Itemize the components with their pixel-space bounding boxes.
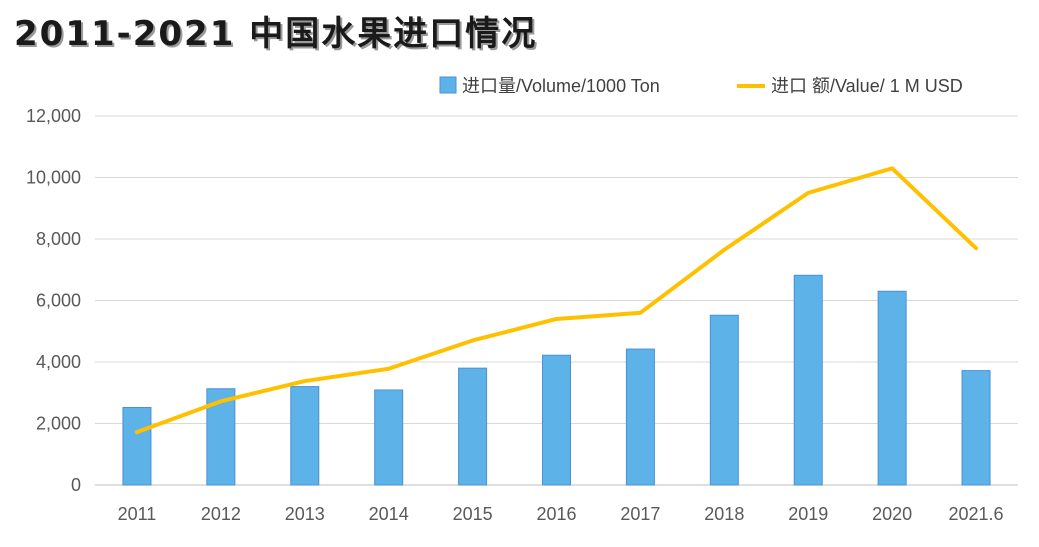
legend-label-volume: 进口量/Volume/1000 Ton: [462, 76, 660, 96]
bar: [374, 389, 404, 486]
legend-label-value: 进口 额/Value/ 1 M USD: [771, 76, 963, 96]
bar: [709, 314, 739, 486]
bar: [877, 290, 907, 486]
y-axis-ticks: 0 2,000 4,000 6,000 8,000 10,000 12,000: [26, 106, 81, 495]
y-tick-label: 2,000: [36, 414, 81, 434]
x-tick-label: 2011: [118, 504, 157, 524]
bar: [961, 370, 991, 486]
x-tick-label: 2015: [453, 504, 493, 524]
legend: 进口量/Volume/1000 Ton 进口 额/Value/ 1 M USD: [439, 76, 963, 96]
line-series: [134, 166, 979, 435]
chart-title: 2011-2021 中国水果进口情况: [14, 14, 538, 54]
x-tick-label: 2013: [285, 504, 325, 524]
x-tick-label: 2019: [788, 504, 828, 524]
x-axis-ticks: 2011 2012 2013 2014 2015 2016 2017 2018 2019 2020…: [118, 504, 1004, 524]
y-tick-label: 10,000: [26, 168, 81, 188]
y-tick-label: 8,000: [36, 229, 81, 249]
value-line: [134, 166, 979, 435]
y-tick-label: 0: [71, 475, 81, 495]
bar: [542, 354, 571, 486]
y-tick-label: 12,000: [26, 106, 81, 126]
y-tick-label: 6,000: [36, 291, 81, 311]
x-tick-label: 2014: [369, 504, 409, 524]
bar-series: [122, 274, 991, 486]
legend-swatch-volume: [439, 76, 457, 94]
bar: [122, 407, 152, 486]
bar: [458, 367, 488, 486]
x-tick-label: 2020: [872, 504, 912, 524]
bar: [793, 274, 823, 486]
x-tick-label: 2012: [201, 504, 241, 524]
x-tick-label: 2021.6: [949, 504, 1004, 524]
x-tick-label: 2018: [704, 504, 744, 524]
y-tick-label: 4,000: [36, 352, 81, 372]
bar: [625, 348, 655, 486]
x-tick-label: 2017: [620, 504, 660, 524]
x-tick-label: 2016: [536, 504, 576, 524]
bar: [290, 386, 320, 486]
